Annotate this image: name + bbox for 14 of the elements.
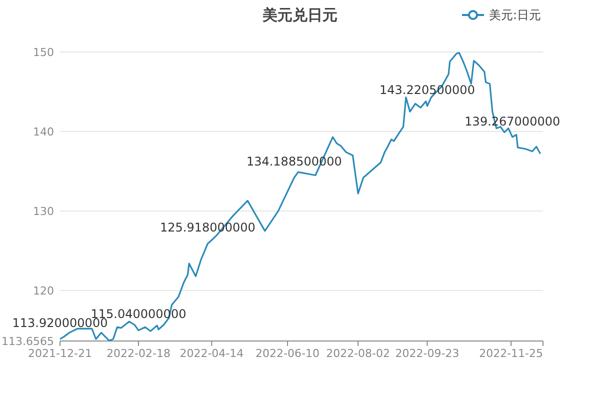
y-tick-label: 130	[33, 205, 54, 218]
legend-label: 美元:日元	[489, 8, 542, 22]
x-tick-label: 2021-12-21	[28, 347, 92, 360]
x-tick-label: 2022-09-23	[395, 347, 460, 360]
x-tick-label: 2022-02-18	[106, 347, 170, 360]
x-tick-label: 2022-11-25	[479, 347, 544, 360]
x-tick-label: 2022-06-10	[256, 347, 320, 360]
x-tick-label: 2022-04-14	[180, 347, 244, 360]
x-tick-label: 2022-08-02	[326, 347, 390, 360]
chart-title: 美元兑日元	[262, 6, 338, 24]
y-tick-label: 120	[33, 284, 54, 298]
y-tick-label: 150	[33, 46, 54, 59]
y-tick-label: 113.6565	[2, 335, 54, 348]
y-tick-label: 140	[33, 126, 54, 139]
